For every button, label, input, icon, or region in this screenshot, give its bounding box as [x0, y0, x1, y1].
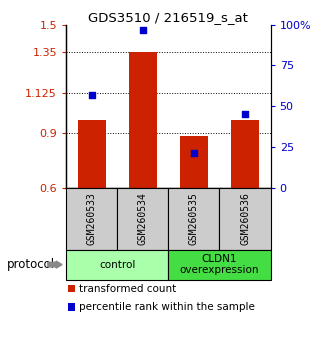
- Bar: [129, 52, 157, 188]
- Text: GSM260533: GSM260533: [86, 192, 97, 245]
- Text: GSM260535: GSM260535: [189, 192, 199, 245]
- Point: [140, 27, 145, 33]
- Point: [242, 112, 248, 117]
- Text: control: control: [99, 259, 135, 270]
- Bar: [231, 120, 259, 188]
- Text: transformed count: transformed count: [79, 284, 176, 293]
- Text: CLDN1
overexpression: CLDN1 overexpression: [180, 254, 259, 275]
- Text: GSM260536: GSM260536: [240, 192, 250, 245]
- Point: [191, 150, 196, 156]
- Text: GSM260534: GSM260534: [138, 192, 148, 245]
- Text: protocol: protocol: [7, 258, 55, 271]
- Text: percentile rank within the sample: percentile rank within the sample: [79, 302, 255, 312]
- Bar: [180, 136, 208, 188]
- Bar: [78, 120, 106, 188]
- Title: GDS3510 / 216519_s_at: GDS3510 / 216519_s_at: [88, 11, 248, 24]
- Point: [89, 92, 94, 98]
